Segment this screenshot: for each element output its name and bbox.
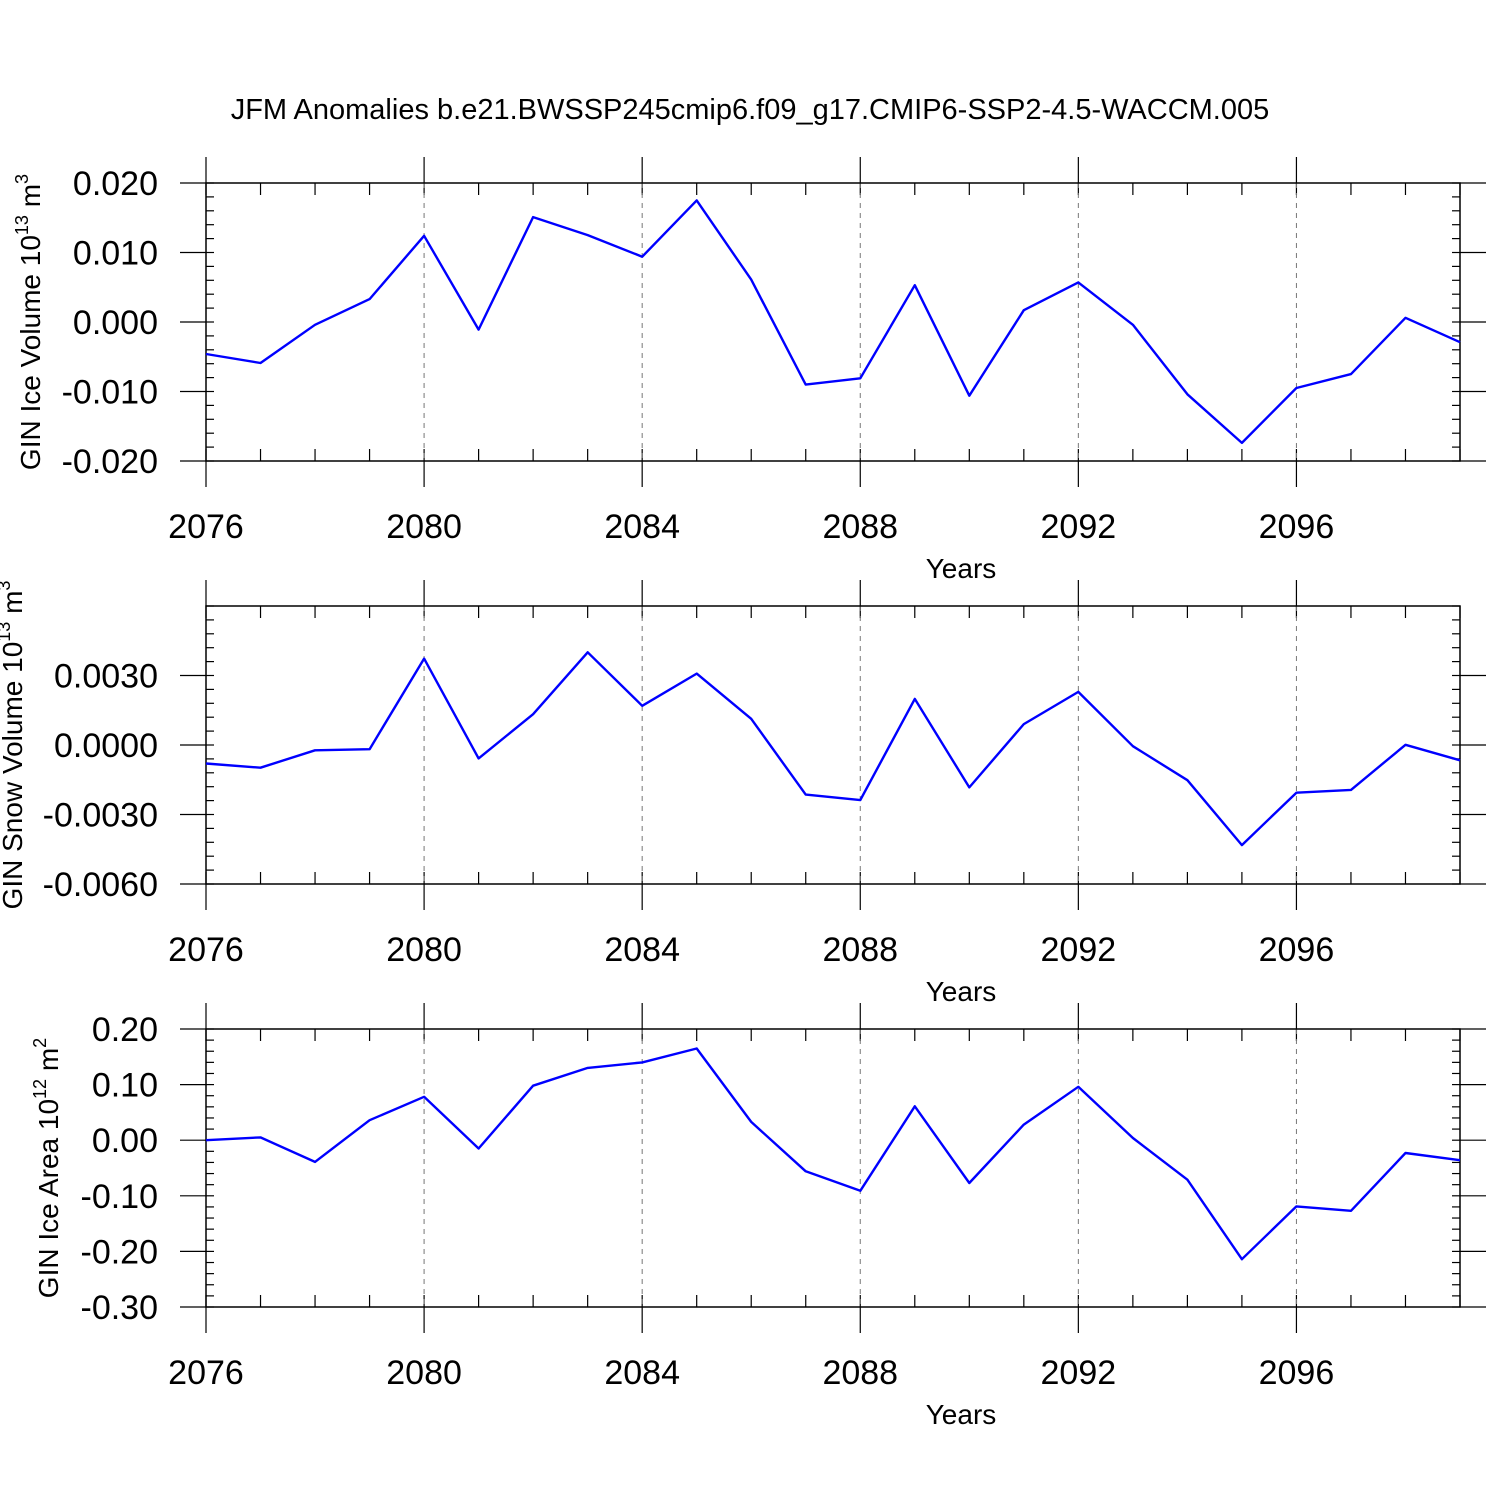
y-axis-title-exponent: 12	[30, 1079, 50, 1099]
y-axis-title: GIN Snow Volume 1013 m3	[0, 581, 28, 910]
x-tick-label: 2080	[386, 931, 462, 969]
x-tick-label: 2076	[168, 508, 244, 546]
x-tick-label: 2088	[822, 508, 898, 546]
y-axis-title: GIN Ice Volume 1013 m3	[12, 174, 46, 470]
series-line	[205, 199, 1461, 445]
y-axis-title-unit: m	[15, 184, 46, 215]
x-tick-label: 2096	[1259, 931, 1335, 969]
y-tick-label: 0.0000	[54, 727, 158, 765]
plot-frame	[205, 182, 1461, 462]
y-tick-label: 0.10	[92, 1067, 158, 1105]
y-axis-title-unit-exponent: 2	[30, 1038, 50, 1048]
plot-frame	[205, 605, 1461, 885]
y-tick-label: 0.010	[73, 235, 158, 273]
y-axis-title-text: GIN Ice Area 10	[33, 1099, 64, 1298]
y-axis-title-text: GIN Ice Volume 10	[15, 235, 46, 470]
x-tick-label: 2096	[1259, 508, 1335, 546]
x-tick-label: 2076	[168, 1354, 244, 1392]
x-tick-label: 2084	[604, 931, 680, 969]
x-tick-label: 2076	[168, 931, 244, 969]
y-axis-title-unit-exponent: 3	[12, 174, 32, 184]
y-tick-label: 0.0030	[54, 658, 158, 696]
y-tick-label: -0.0030	[43, 797, 158, 835]
x-axis-title: Years	[926, 976, 997, 1007]
x-tick-label: 2092	[1041, 931, 1117, 969]
series-line	[205, 651, 1461, 847]
y-axis-title-text: GIN Snow Volume 10	[0, 642, 28, 910]
x-tick-label: 2080	[386, 508, 462, 546]
x-axis-title: Years	[926, 1399, 997, 1430]
y-tick-label: -0.0060	[43, 866, 158, 904]
x-tick-label: 2088	[822, 1354, 898, 1392]
y-tick-label: -0.020	[62, 443, 158, 481]
x-tick-label: 2084	[604, 508, 680, 546]
chart-title: JFM Anomalies b.e21.BWSSP245cmip6.f09_g1…	[231, 94, 1270, 126]
panel-1: -0.020 -0.010 0.000 0.010 0.020 2076 2080 2084 2…	[12, 157, 1486, 584]
x-tick-label: 2096	[1259, 1354, 1335, 1392]
panels: -0.020 -0.010 0.000 0.010 0.020 2076 2080 2084 2…	[0, 157, 1486, 1430]
y-axis-title-unit-exponent: 3	[0, 581, 14, 591]
x-tick-label: 2084	[604, 1354, 680, 1392]
y-tick-label: -0.20	[81, 1233, 159, 1271]
plot-frame	[205, 1028, 1461, 1308]
y-tick-label: 0.20	[92, 1011, 158, 1049]
x-tick-label: 2092	[1041, 1354, 1117, 1392]
x-tick-label: 2080	[386, 1354, 462, 1392]
y-tick-label: 0.020	[73, 165, 158, 203]
y-tick-label: 0.00	[92, 1122, 158, 1160]
y-axis-title-unit: m	[33, 1048, 64, 1079]
y-axis-title-exponent: 13	[12, 215, 32, 235]
y-axis-title: GIN Ice Area 1012 m2	[30, 1038, 64, 1298]
series-line	[205, 1047, 1461, 1261]
panel-3: -0.30 -0.20 -0.10 0.00 0.10 0.20 2076 2080 2084 2…	[30, 1003, 1486, 1430]
y-tick-label: 0.000	[73, 304, 158, 342]
x-tick-label: 2092	[1041, 508, 1117, 546]
y-axis-title-exponent: 13	[0, 622, 14, 642]
x-axis-title: Years	[926, 553, 997, 584]
panel-2: -0.0060 -0.0030 0.0000 0.0030 2076 2080 2084 20…	[0, 580, 1486, 1007]
y-tick-label: -0.010	[62, 374, 158, 412]
y-tick-label: -0.30	[81, 1289, 159, 1327]
y-tick-label: -0.10	[81, 1178, 159, 1216]
y-axis-title-unit: m	[0, 591, 28, 622]
x-tick-label: 2088	[822, 931, 898, 969]
